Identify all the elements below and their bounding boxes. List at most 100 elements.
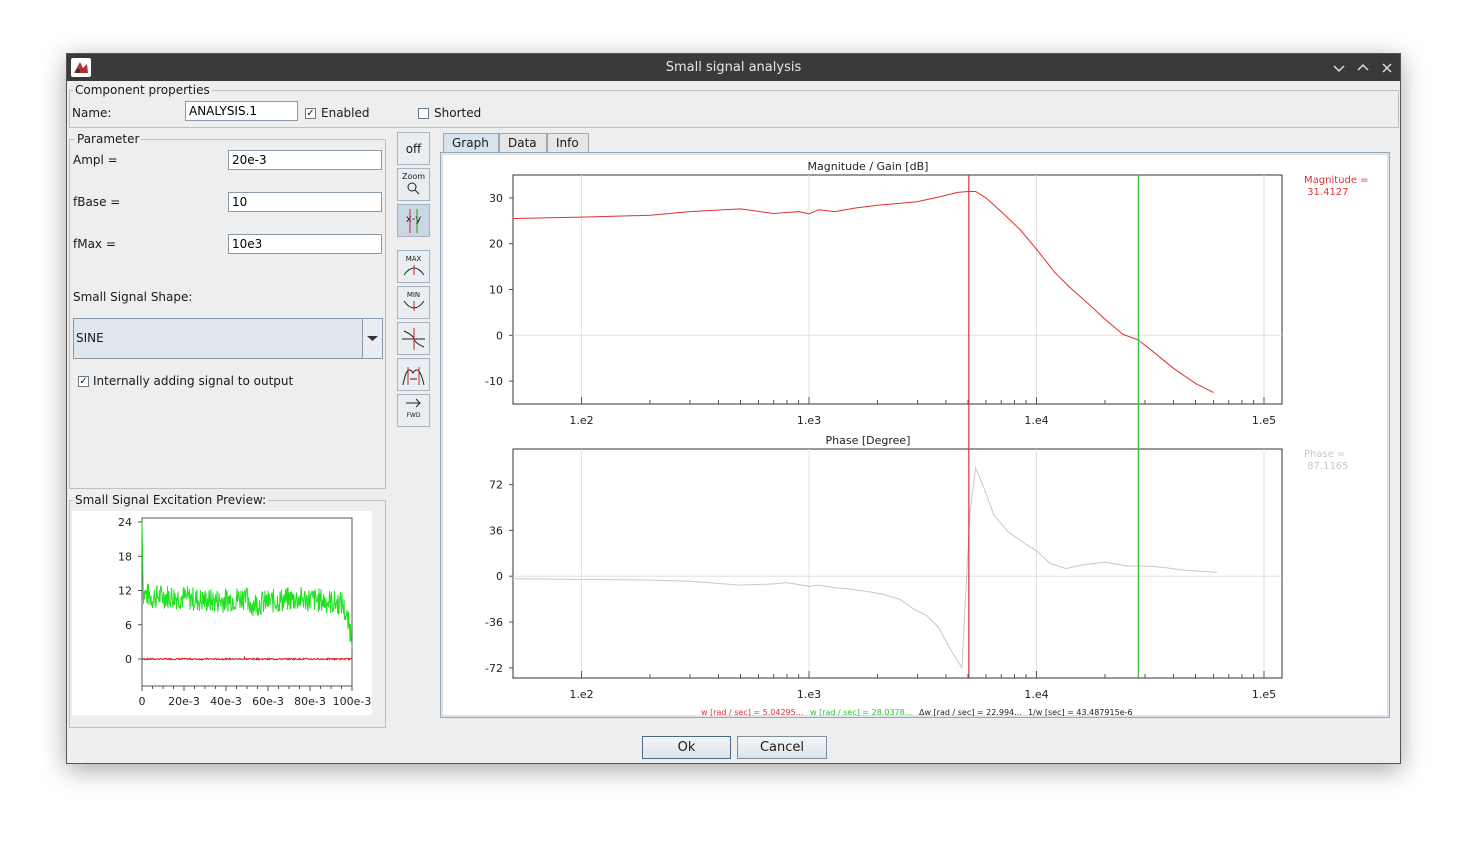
- preview-x-tick-label: 40e-3: [210, 695, 242, 708]
- bandwidth-icon: [402, 367, 425, 386]
- y-tick-label: 0: [496, 329, 503, 342]
- status-inv: 1/w [sec] = 43.487915e-6: [1028, 708, 1133, 716]
- y-tick-label: 30: [489, 192, 503, 205]
- ampl-label: Ampl =: [73, 153, 118, 167]
- chevron-down-icon[interactable]: [362, 319, 382, 358]
- y-tick-label: 10: [489, 284, 503, 297]
- min-label: MIN: [406, 291, 421, 299]
- ok-button[interactable]: Ok: [642, 736, 731, 759]
- y-tick-label: 72: [489, 479, 503, 492]
- preview-y-tick-label: 6: [125, 619, 132, 632]
- x-tick-label: 1.e4: [1024, 414, 1048, 427]
- tab-graph[interactable]: Graph: [443, 133, 499, 153]
- zero-crossing-icon: [402, 328, 425, 350]
- shorted-checkbox[interactable]: [418, 108, 429, 119]
- graph-panel: Magnitude / Gain [dB] 30 20 10 0 -10 1.e2 1.e…: [440, 152, 1390, 718]
- readout-line: Magnitude =: [1304, 175, 1369, 186]
- readout-line: 87.1165: [1304, 461, 1349, 472]
- readout-line: Phase =: [1304, 449, 1345, 460]
- fbase-input[interactable]: [228, 192, 382, 212]
- xy-cursor-icon: [409, 209, 418, 233]
- forward-button[interactable]: FWD: [397, 394, 430, 427]
- ampl-input[interactable]: [228, 150, 382, 170]
- x-tick-label: 1.e3: [797, 414, 821, 427]
- fbase-label: fBase =: [73, 195, 121, 209]
- x-tick-label: 1.e2: [569, 688, 593, 701]
- cancel-button[interactable]: Cancel: [737, 736, 827, 759]
- preview-y-tick-label: 18: [118, 550, 132, 563]
- y-tick-label: -36: [485, 616, 503, 629]
- preview-y-tick-label: 12: [118, 585, 132, 598]
- preview-y-tick-label: 0: [125, 653, 132, 666]
- x-tick-label: 1.e5: [1252, 688, 1276, 701]
- close-icon[interactable]: [1378, 59, 1396, 77]
- xy-label: x-y: [405, 214, 422, 225]
- y-tick-label: 20: [489, 238, 503, 251]
- internal-checkbox[interactable]: ✓: [78, 376, 89, 387]
- name-input[interactable]: [185, 101, 298, 121]
- status-w1: w [rad / sec] = 5.04295...: [701, 708, 803, 716]
- shape-value: SINE: [76, 331, 104, 345]
- zoom-label: Zoom: [401, 172, 426, 181]
- preview-x-tick-label: 20e-3: [168, 695, 200, 708]
- zero-cross-button[interactable]: [397, 322, 430, 355]
- x-tick-label: 1.e3: [797, 688, 821, 701]
- fmax-label: fMax =: [73, 237, 116, 251]
- preview-signal-line: [141, 521, 353, 647]
- y-tick-label: 36: [489, 524, 503, 537]
- bandwidth-button[interactable]: [397, 358, 430, 391]
- tab-info[interactable]: Info: [547, 133, 589, 153]
- status-w2: w [rad / sec] = 28.0378...: [810, 708, 912, 716]
- status-dw: Δw [rad / sec] = 22.994...: [919, 708, 1022, 716]
- title-bar[interactable]: Small signal analysis: [67, 54, 1400, 81]
- parameter-group: [69, 139, 386, 489]
- off-label: off: [405, 142, 422, 156]
- app-icon: [71, 58, 91, 77]
- graph-canvas[interactable]: Magnitude / Gain [dB] 30 20 10 0 -10 1.e2 1.e…: [442, 154, 1388, 716]
- phase-title: Phase [Degree]: [826, 434, 911, 447]
- shape-label: Small Signal Shape:: [73, 290, 193, 304]
- preview-x-tick-label: 100e-3: [333, 695, 372, 708]
- x-tick-label: 1.e2: [569, 414, 593, 427]
- off-button[interactable]: off: [397, 132, 430, 165]
- shape-select[interactable]: SINE: [73, 318, 383, 359]
- preview-title: Small Signal Excitation Preview:: [73, 493, 269, 507]
- maximize-icon[interactable]: [1354, 59, 1372, 77]
- phase-readout: Phase = 87.1165: [1304, 449, 1349, 472]
- xy-button[interactable]: x-y: [397, 204, 430, 237]
- tab-data[interactable]: Data: [499, 133, 547, 153]
- enabled-label: Enabled: [321, 106, 370, 120]
- preview-response-line: [141, 655, 353, 662]
- component-properties-title: Component properties: [73, 83, 212, 97]
- name-label: Name:: [72, 106, 112, 120]
- ph-series-line: [512, 466, 1217, 670]
- component-properties-group: [69, 90, 1399, 128]
- mag-series-line: [512, 191, 1214, 394]
- peak-max-icon: [403, 265, 424, 276]
- magnifier-icon: [407, 182, 419, 195]
- magnitude-readout: Magnitude = 31.4127: [1304, 175, 1369, 198]
- preview-y-tick-label: 24: [118, 516, 132, 529]
- min-button[interactable]: MIN: [397, 286, 430, 319]
- max-button[interactable]: MAX: [397, 250, 430, 283]
- enabled-checkbox[interactable]: ✓: [305, 108, 316, 119]
- magnitude-title: Magnitude / Gain [dB]: [808, 160, 929, 173]
- parameter-title: Parameter: [75, 132, 142, 146]
- x-tick-label: 1.e4: [1024, 688, 1048, 701]
- y-tick-label: -72: [485, 662, 503, 675]
- shorted-label: Shorted: [434, 106, 482, 120]
- fmax-input[interactable]: [228, 234, 382, 254]
- readout-line: 31.4127: [1304, 187, 1349, 198]
- max-label: MAX: [405, 255, 422, 263]
- arrow-right-icon: [406, 398, 421, 408]
- preview-chart: 24 18 12 6 0 0 20e-3 40e-3 60e-3 80e-3 100e-3: [72, 511, 372, 715]
- preview-x-tick-label: 60e-3: [252, 695, 284, 708]
- peak-min-icon: [403, 300, 424, 311]
- preview-x-tick-label: 80e-3: [294, 695, 326, 708]
- y-tick-label: 0: [496, 570, 503, 583]
- window-title: Small signal analysis: [665, 60, 802, 75]
- minimize-icon[interactable]: [1330, 59, 1348, 77]
- x-tick-label: 1.e5: [1252, 414, 1276, 427]
- dialog-window: Small signal analysis Component properti…: [66, 53, 1401, 764]
- zoom-button[interactable]: Zoom: [397, 168, 430, 201]
